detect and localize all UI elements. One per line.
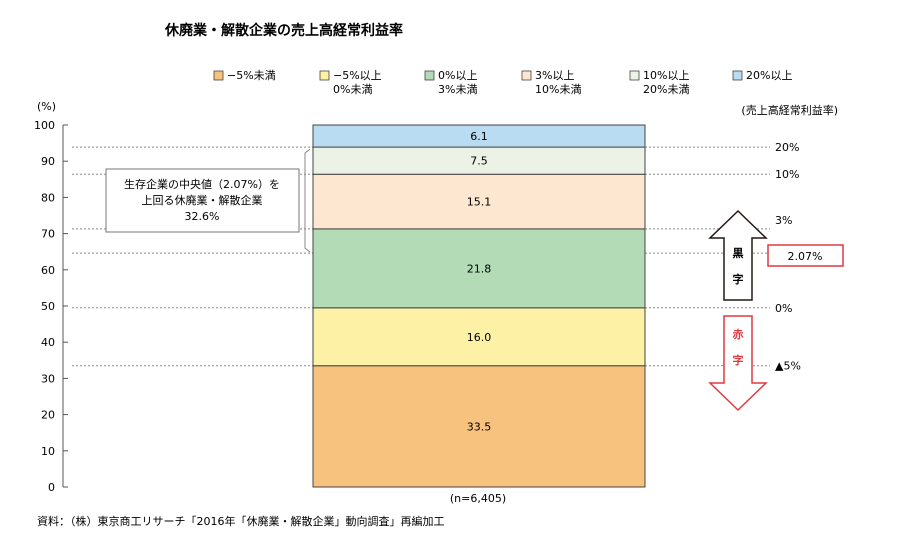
bar-segment-5 bbox=[312, 124, 646, 148]
y-tick-label: 50 bbox=[41, 300, 55, 313]
legend-swatch-3 bbox=[521, 70, 532, 81]
median-marker: 2.07% bbox=[767, 244, 844, 267]
legend-label-1: −5%以上 bbox=[333, 69, 382, 82]
bar-value-label: 16.0 bbox=[467, 331, 492, 344]
y-tick-label: 20 bbox=[41, 409, 55, 422]
bar-value-label: 21.8 bbox=[467, 262, 492, 275]
y-tick-label: 60 bbox=[41, 264, 55, 277]
threshold-label: 10% bbox=[775, 168, 799, 181]
legend-label-4: 10%以上 bbox=[643, 69, 689, 82]
y-tick-label: 10 bbox=[41, 445, 55, 458]
legend-swatch-0 bbox=[213, 70, 224, 81]
median-label: 2.07% bbox=[788, 250, 823, 263]
bar-segment-1 bbox=[312, 307, 646, 367]
threshold-label: 3% bbox=[775, 214, 792, 227]
legend-label-3-line2: 10%未満 bbox=[535, 83, 581, 96]
y-axis: 0 10 20 30 40 50 60 70 80 90 100 bbox=[34, 119, 68, 494]
legend-note: (売上高経常利益率) bbox=[741, 103, 838, 117]
legend-swatch-1 bbox=[319, 70, 330, 81]
callout-line-2: 上回る休廃業・解散企業 bbox=[142, 193, 263, 207]
callout-line-3: 32.6% bbox=[185, 210, 220, 223]
bar-segment-3 bbox=[312, 173, 646, 230]
bar-value-label: 15.1 bbox=[467, 196, 492, 209]
up-arrow-icon bbox=[708, 209, 768, 301]
legend-label-2: 0%以上 bbox=[438, 69, 477, 82]
bar-segment-2 bbox=[312, 228, 646, 309]
down-arrow-icon bbox=[708, 315, 768, 412]
threshold-label: 20% bbox=[775, 141, 799, 154]
profit-label-2: 字 bbox=[733, 272, 744, 286]
y-tick-label: 70 bbox=[41, 228, 55, 241]
callout: 生存企業の中央値（2.07%）を 上回る休廃業・解散企業 32.6% bbox=[105, 148, 311, 253]
chart-title: 休廃業・解散企業の売上高経常利益率 bbox=[164, 22, 403, 39]
stacked-bar: 33.5 16.0 21.8 15.1 7.5 6.1 bbox=[312, 124, 646, 488]
bar-segment-4 bbox=[312, 146, 646, 175]
threshold-label: 0% bbox=[775, 302, 792, 315]
y-tick-label: 0 bbox=[48, 481, 55, 494]
loss-label-2: 字 bbox=[733, 353, 744, 367]
y-tick-label: 100 bbox=[34, 119, 55, 132]
threshold-lines: 20% 10% 3% 0% ▲5% bbox=[72, 141, 801, 373]
legend-swatch-4 bbox=[629, 70, 640, 81]
callout-line-1: 生存企業の中央値（2.07%）を bbox=[124, 177, 280, 191]
bar-value-label: 6.1 bbox=[470, 130, 488, 143]
callout-bracket bbox=[304, 148, 311, 253]
y-axis-unit: (%) bbox=[37, 100, 56, 113]
legend-label-1-line2: 0%未満 bbox=[333, 83, 372, 96]
callout-box bbox=[105, 168, 300, 233]
y-tick-label: 30 bbox=[41, 372, 55, 385]
bar-segment-0 bbox=[312, 365, 646, 488]
loss-label-1: 赤 bbox=[733, 327, 744, 341]
threshold-label: ▲5% bbox=[775, 360, 801, 373]
bar-value-label: 7.5 bbox=[470, 155, 488, 168]
legend-label-2-line2: 3%未満 bbox=[438, 83, 477, 96]
profit-arrow: 黒 字 bbox=[708, 209, 768, 301]
legend-label-4-line2: 20%未満 bbox=[643, 83, 689, 96]
y-tick-label: 40 bbox=[41, 336, 55, 349]
median-box bbox=[767, 244, 844, 267]
loss-arrow: 赤 字 bbox=[708, 315, 768, 412]
legend-label-3: 3%以上 bbox=[535, 69, 574, 82]
sample-size-label: (n=6,405) bbox=[450, 492, 506, 505]
y-tick-label: 80 bbox=[41, 191, 55, 204]
legend-swatch-5 bbox=[732, 70, 743, 81]
legend-swatch-2 bbox=[424, 70, 435, 81]
legend-label-5: 20%以上 bbox=[746, 69, 792, 82]
legend-label-0: −5%未満 bbox=[227, 69, 276, 82]
source-note: 資料：（株）東京商工リサーチ「2016年「休廃業・解散企業」動向調査」再編加工 bbox=[37, 514, 445, 528]
profit-label-1: 黒 bbox=[733, 247, 744, 260]
bar-value-label: 33.5 bbox=[467, 420, 492, 433]
y-tick-label: 90 bbox=[41, 155, 55, 168]
